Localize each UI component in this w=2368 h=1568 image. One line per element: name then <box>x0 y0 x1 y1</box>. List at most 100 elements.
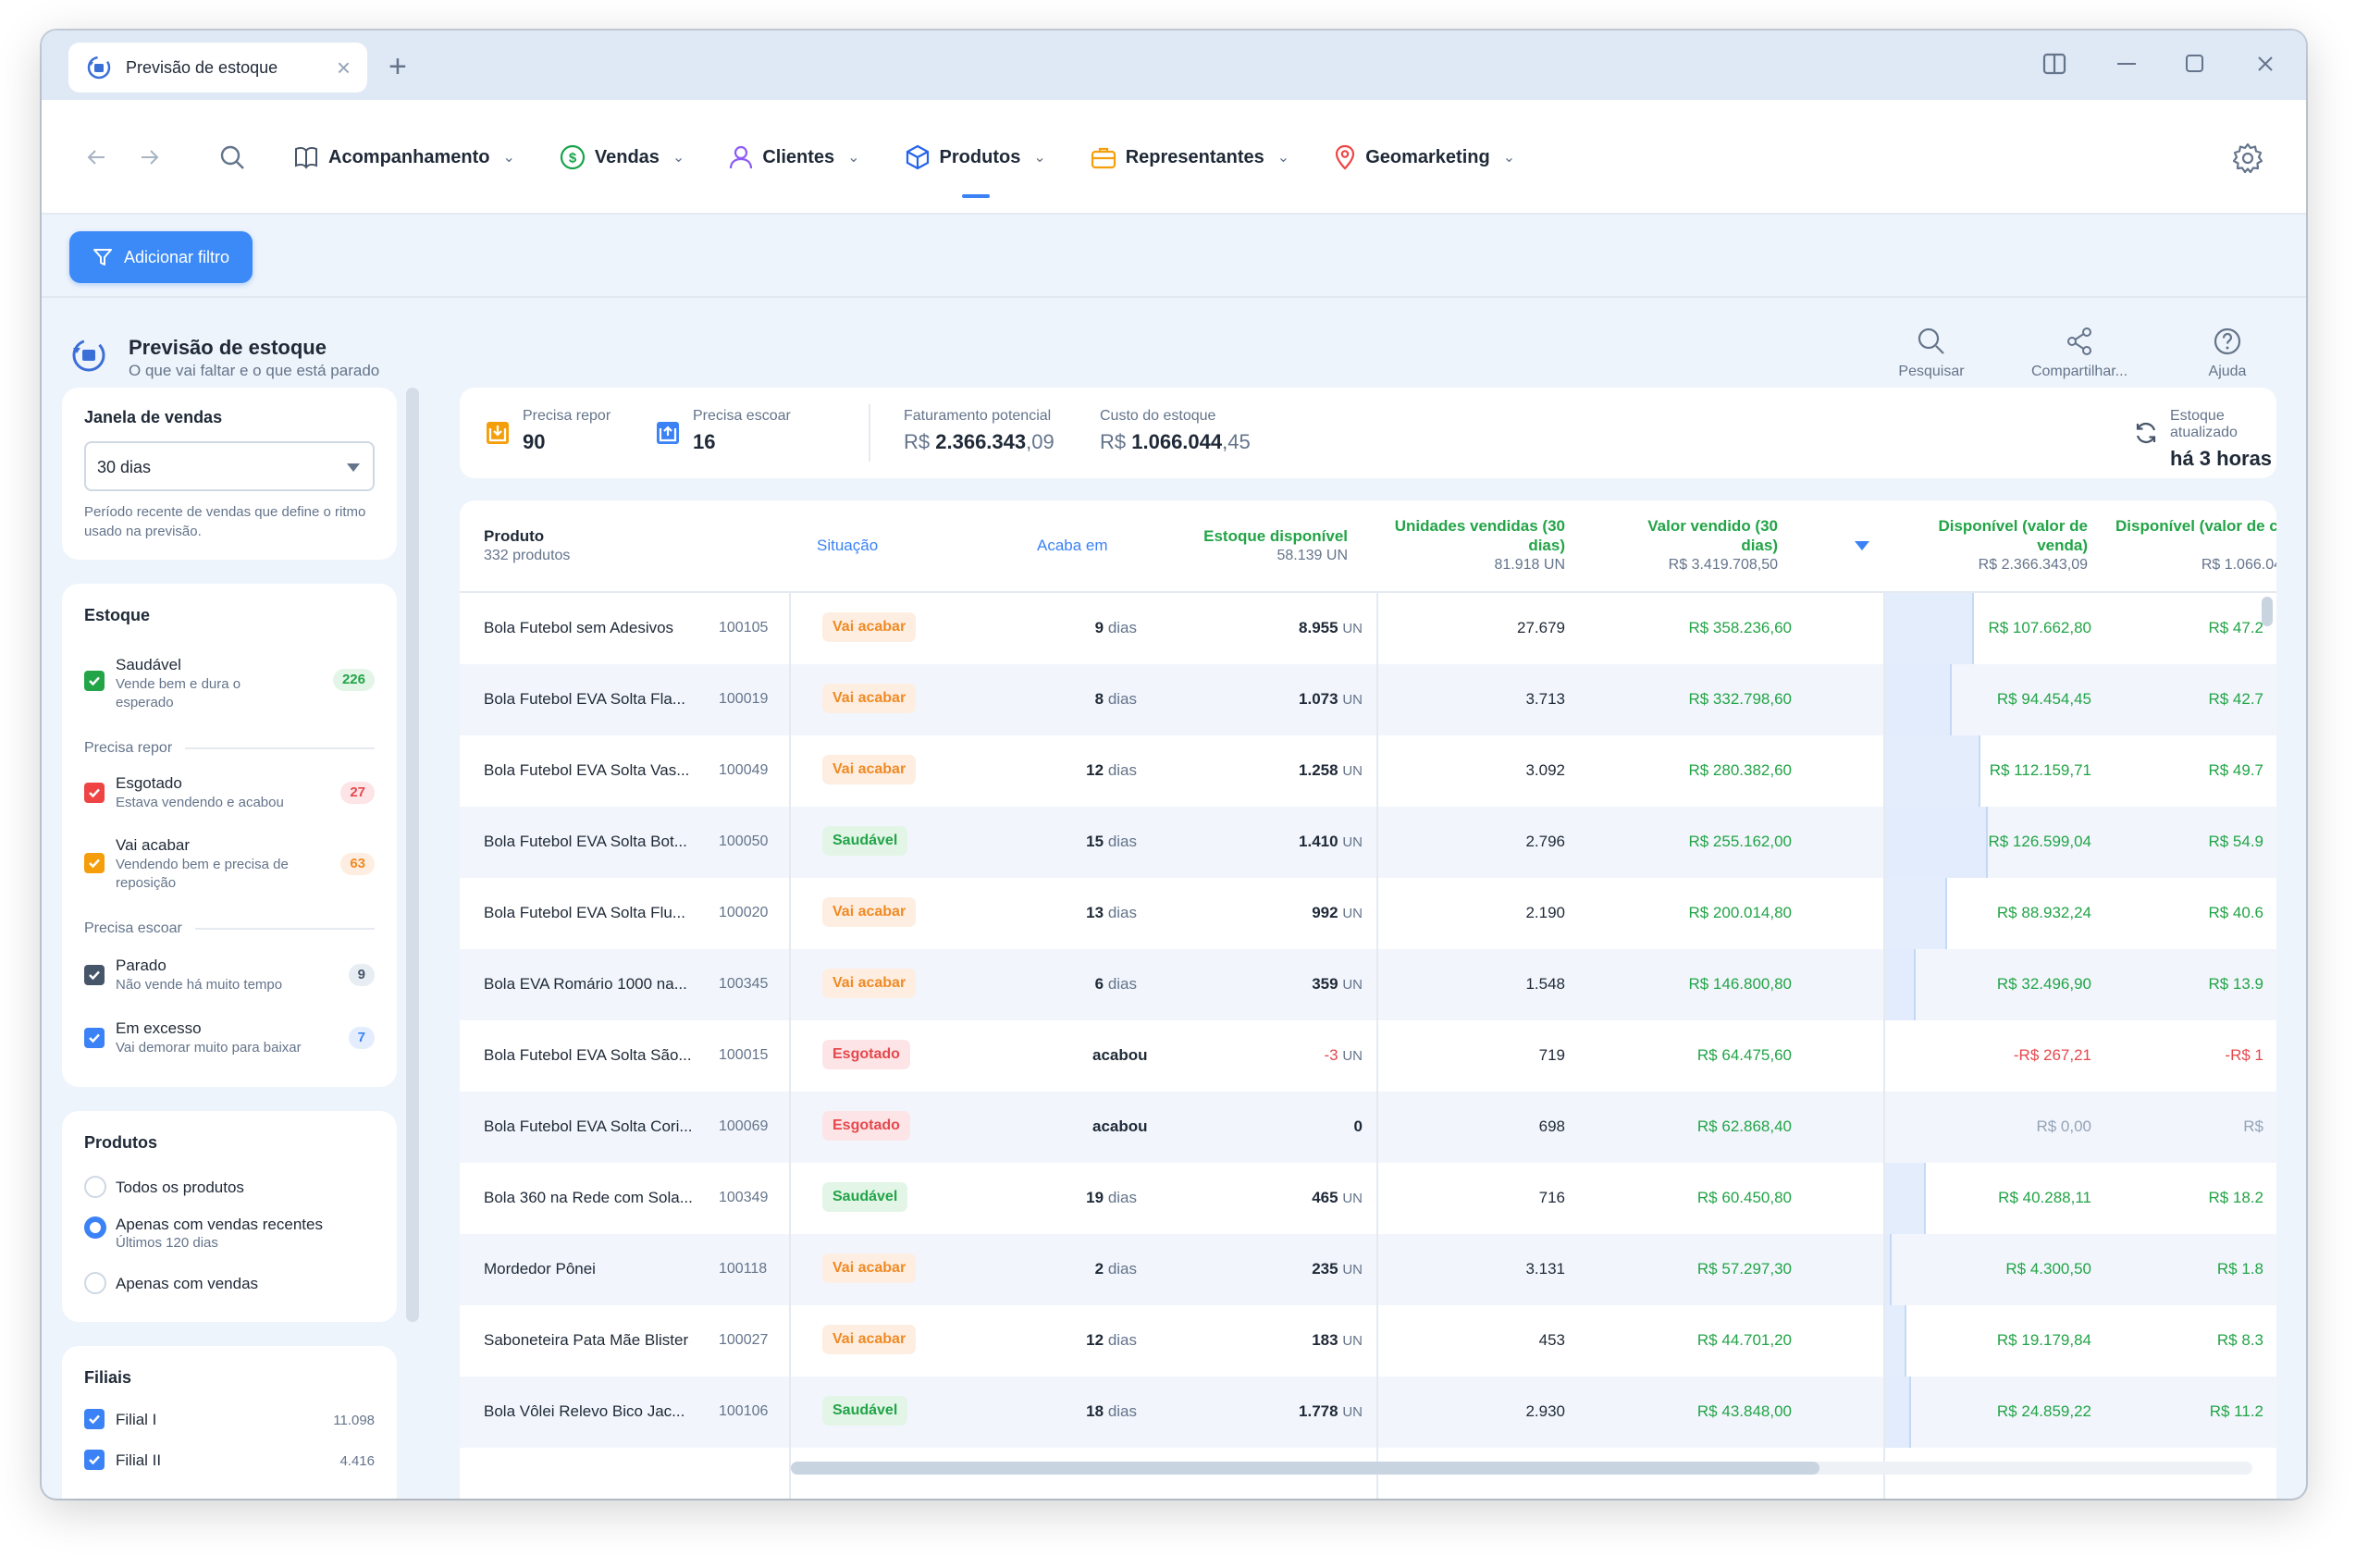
branch-checkbox[interactable] <box>84 1450 105 1470</box>
sidebar-scrollbar[interactable] <box>406 388 419 1322</box>
gear-icon[interactable] <box>2232 142 2263 174</box>
table-row[interactable]: Saboneteira Pata Mãe Blister 100027 Vai ac… <box>460 1305 2276 1377</box>
table-row[interactable]: Mordedor Pônei 100118 Vai acabar 2 dias 235 … <box>460 1234 2276 1305</box>
split-view-icon[interactable] <box>2042 53 2066 75</box>
col-status[interactable]: Situação <box>817 536 878 555</box>
ends-in-cell: 12 dias <box>1033 761 1137 780</box>
unit-label: UN <box>1342 906 1363 921</box>
maximize-icon[interactable] <box>2186 55 2204 73</box>
checkmark-icon <box>89 788 100 798</box>
restock-icon <box>487 422 509 444</box>
share-action[interactable]: Compartilhar... <box>2005 327 2153 380</box>
stock-value: 8.955 <box>1299 619 1338 636</box>
col-units[interactable]: Unidades vendidas (30 dias) 81.918 UN <box>1394 516 1565 574</box>
table-row[interactable]: Bola 360 na Rede com Sola... 100349 Saudáv… <box>460 1163 2276 1234</box>
restock-stat-value: 90 <box>523 430 546 453</box>
sort-desc-icon[interactable] <box>1855 541 1869 550</box>
product-name[interactable]: Bola Futebol sem Adesivos <box>484 619 674 636</box>
minimize-icon[interactable] <box>2117 62 2138 66</box>
units-sold-cell: 453 <box>1538 1331 1565 1349</box>
all-products-radio[interactable] <box>84 1176 106 1198</box>
add-filter-button[interactable]: Adicionar filtro <box>69 231 253 283</box>
nav-representantes[interactable]: Representantes ⌄ <box>1091 100 1289 215</box>
col-sold[interactable]: Valor vendido (30 dias) R$ 3.419.708,50 <box>1607 516 1778 574</box>
branch-checkbox[interactable] <box>84 1409 105 1429</box>
available-sale-cell: R$ 126.599,04 <box>1988 833 2091 850</box>
ends-in-cell: 12 dias <box>1033 1331 1137 1350</box>
with-sales-radio[interactable] <box>84 1272 106 1294</box>
status-badge: Vai acabar <box>822 1253 917 1283</box>
sold-value-cell: R$ 332.798,60 <box>1688 690 1792 708</box>
cost-stat-label: Custo do estoque <box>1100 408 1216 424</box>
refresh-icon[interactable] <box>2134 421 2158 445</box>
table-row[interactable]: Bola EVA Romário 1000 na... 100345 Vai aca… <box>460 949 2276 1020</box>
search-icon[interactable] <box>219 144 245 170</box>
col-status-title: Situação <box>817 537 879 554</box>
col-ends[interactable]: Acaba em <box>1037 536 1108 555</box>
ends-in-days: 19 <box>1086 1189 1104 1206</box>
product-name[interactable]: Saboneteira Pata Mãe Blister <box>484 1331 689 1349</box>
nav-produtos[interactable]: Produtos ⌄ <box>905 100 1046 215</box>
table-horizontal-scrollbar[interactable] <box>791 1462 2252 1475</box>
close-tab-icon[interactable]: × <box>336 54 351 81</box>
ends-in-cell: 8 dias <box>1033 690 1137 709</box>
product-name[interactable]: Bola 360 na Rede com Sola... <box>484 1189 693 1206</box>
table-row[interactable]: Bola Vôlei Relevo Bico Jac... 100106 Saudá… <box>460 1377 2276 1448</box>
product-name[interactable]: Bola Futebol EVA Solta Bot... <box>484 833 687 850</box>
table-row[interactable]: Bola Futebol EVA Solta Bot... 100050 Saudá… <box>460 807 2276 878</box>
stock-value: 235 <box>1312 1260 1338 1278</box>
stopped-checkbox[interactable] <box>84 965 105 985</box>
product-code: 100349 <box>719 1190 769 1205</box>
page-subtitle: O que vai faltar e o que está parado <box>129 362 380 379</box>
out-of-stock-checkbox[interactable] <box>84 783 105 803</box>
product-name[interactable]: Bola EVA Romário 1000 na... <box>484 975 687 993</box>
units-sold-cell: 2.190 <box>1525 904 1565 921</box>
table-row[interactable]: Bola Futebol EVA Solta Vas... 100049 Vai a… <box>460 735 2276 807</box>
col-units-title: Unidades vendidas (30 dias) <box>1394 517 1565 554</box>
availability-bar <box>1885 807 1987 878</box>
available-cost-cell: R$ 54.9 <box>2208 833 2263 850</box>
healthy-desc: Vende bem e dura o esperado <box>116 676 241 710</box>
updated-stat-label: Estoque atualizado <box>2170 408 2238 440</box>
help-icon <box>2214 327 2241 355</box>
table-row[interactable]: Bola Futebol EVA Solta Fla... 100019 Vai a… <box>460 664 2276 735</box>
forward-arrow-icon[interactable] <box>140 148 160 167</box>
new-tab-button[interactable]: + <box>388 49 407 84</box>
healthy-checkbox[interactable] <box>84 671 105 691</box>
product-name[interactable]: Bola Futebol EVA Solta Vas... <box>484 761 690 779</box>
product-name[interactable]: Bola Futebol EVA Solta Fla... <box>484 690 685 708</box>
nav-vendas[interactable]: $ Vendas ⌄ <box>560 100 684 215</box>
col-available[interactable]: Estoque disponível 58.139 UN <box>1163 526 1348 565</box>
table-row[interactable]: Bola Futebol EVA Solta Flu... 100020 Vai a… <box>460 878 2276 949</box>
nav-acompanhamento[interactable]: Acompanhamento ⌄ <box>293 100 515 215</box>
status-badge: Vai acabar <box>822 969 917 998</box>
checkmark-icon <box>89 1033 100 1043</box>
table-row[interactable]: Bola Futebol EVA Solta Cori... 100069 Esgo… <box>460 1092 2276 1163</box>
excess-checkbox[interactable] <box>84 1028 105 1048</box>
table-row[interactable]: Bola Futebol sem Adesivos 100105 Vai acaba… <box>460 593 2276 664</box>
table-row[interactable]: Bola Futebol EVA Solta São... 100015 Esgot… <box>460 1020 2276 1092</box>
nav-clientes[interactable]: Clientes ⌄ <box>729 100 860 215</box>
recent-sales-radio[interactable] <box>84 1216 106 1239</box>
nav-geomarketing[interactable]: Geomarketing ⌄ <box>1334 100 1515 215</box>
ending-checkbox[interactable] <box>84 853 105 873</box>
product-name[interactable]: Mordedor Pônei <box>484 1260 596 1278</box>
product-name[interactable]: Bola Futebol EVA Solta São... <box>484 1046 692 1064</box>
col-avail-cost[interactable]: Disponível (valor de cu R$ 1.066.04 <box>2115 516 2276 575</box>
scrollbar-thumb[interactable] <box>791 1462 1819 1475</box>
product-name[interactable]: Bola Vôlei Relevo Bico Jac... <box>484 1402 685 1420</box>
help-action[interactable]: Ajuda <box>2153 327 2301 380</box>
col-product[interactable]: Produto 332 produtos <box>484 526 570 565</box>
product-code: 100106 <box>719 1403 769 1419</box>
browser-tab[interactable]: Previsão de estoque × <box>68 43 367 93</box>
table-vertical-scrollbar[interactable] <box>2262 597 2273 626</box>
close-window-icon[interactable] <box>2257 56 2274 72</box>
checkmark-icon <box>89 1414 100 1425</box>
nav-label: Produtos <box>939 146 1021 167</box>
product-name[interactable]: Bola Futebol EVA Solta Cori... <box>484 1117 693 1135</box>
product-name[interactable]: Bola Futebol EVA Solta Flu... <box>484 904 685 921</box>
back-arrow-icon[interactable] <box>86 148 106 167</box>
col-avail-sale[interactable]: Disponível (valor de venda) R$ 2.366.343… <box>1903 516 2088 574</box>
sales-window-select[interactable]: 30 dias <box>84 441 375 491</box>
search-action[interactable]: Pesquisar <box>1857 327 2005 380</box>
